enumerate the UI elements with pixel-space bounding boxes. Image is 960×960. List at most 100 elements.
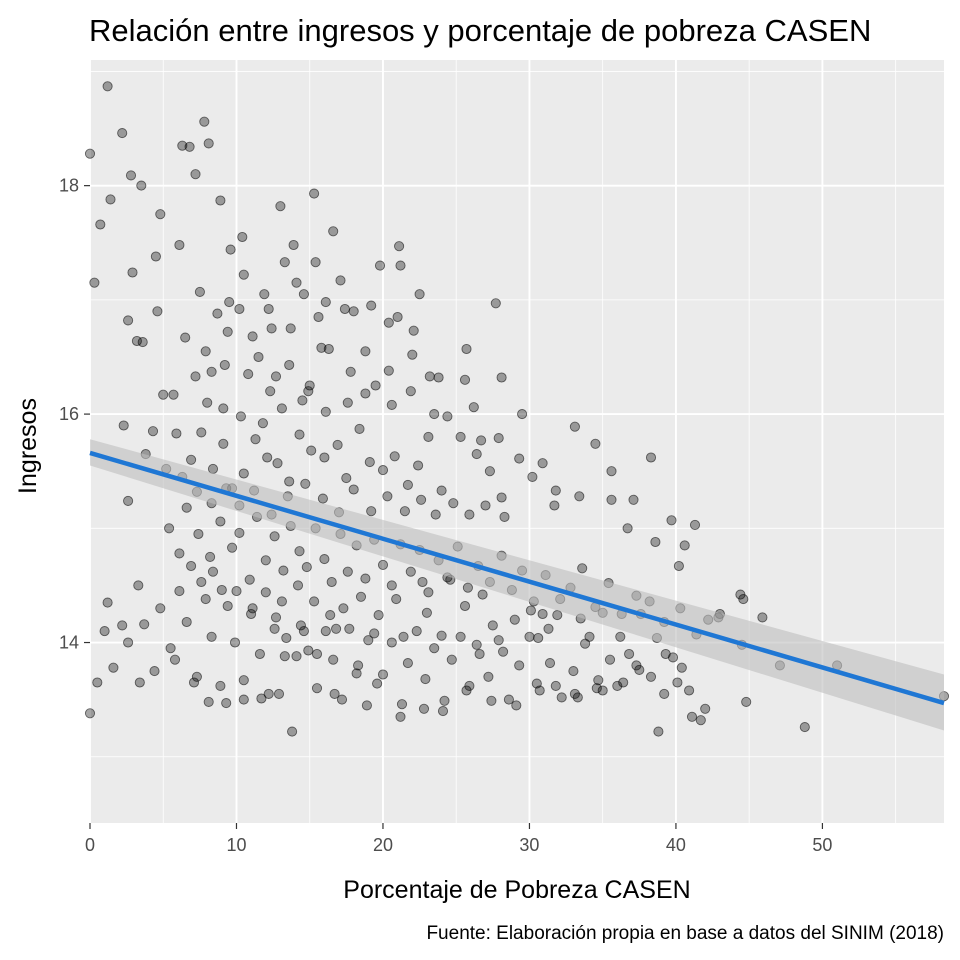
data-point [257, 418, 268, 429]
data-point [341, 473, 352, 484]
data-point [411, 626, 422, 637]
data-point [127, 267, 138, 278]
data-point [203, 696, 214, 707]
data-point [634, 664, 645, 675]
x-axis-title: Porcentaje de Pobreza CASEN [343, 876, 690, 904]
data-point [139, 619, 150, 630]
data-point [102, 81, 113, 92]
data-point [284, 476, 295, 487]
data-point [186, 454, 197, 465]
data-point [279, 257, 290, 268]
data-point [246, 608, 257, 620]
data-point [247, 331, 258, 342]
data-point [108, 662, 119, 673]
data-point [89, 277, 100, 288]
data-point [577, 563, 588, 574]
data-point [679, 540, 690, 551]
data-point [190, 169, 201, 180]
data-point [164, 523, 175, 534]
data-point [229, 637, 241, 648]
data-point [171, 428, 182, 439]
data-point [196, 427, 207, 438]
data-point [306, 445, 317, 456]
data-point [311, 648, 323, 660]
data-point [604, 654, 616, 665]
data-point [238, 269, 249, 280]
data-point [279, 651, 290, 662]
data-point [259, 289, 270, 300]
data-point [369, 628, 380, 639]
data-point [262, 452, 273, 463]
data-point [250, 434, 261, 445]
data-point [446, 654, 457, 665]
data-point [622, 523, 633, 534]
data-point [203, 138, 214, 149]
data-point [331, 623, 342, 634]
data-point [332, 439, 343, 450]
data-point [370, 380, 381, 391]
data-point [256, 693, 267, 704]
chart-caption: Fuente: Elaboración propia en base a dat… [426, 923, 944, 944]
data-point [666, 515, 677, 526]
data-point [468, 402, 479, 413]
data-point [448, 498, 459, 509]
data-point [219, 359, 230, 371]
data-point [320, 626, 331, 637]
data-point [301, 562, 312, 573]
data-point [757, 612, 768, 623]
data-point [552, 610, 563, 621]
data-point [436, 485, 447, 496]
data-point [150, 251, 161, 262]
data-point [537, 458, 548, 469]
data-point [414, 289, 425, 300]
data-point [550, 680, 561, 691]
data-point [313, 311, 324, 323]
data-point [398, 631, 409, 642]
data-point [593, 675, 604, 686]
data-point [509, 614, 520, 625]
data-point [348, 306, 359, 317]
data-point [405, 386, 416, 397]
data-point [606, 494, 617, 505]
data-point [309, 188, 320, 199]
data-point [544, 658, 556, 669]
data-point [700, 703, 711, 714]
data-point [377, 669, 389, 680]
data-point [496, 492, 507, 503]
data-point [276, 596, 287, 607]
data-point [351, 668, 362, 679]
data-point [269, 531, 280, 542]
data-point [288, 239, 299, 251]
data-point [319, 554, 330, 565]
data-point [676, 662, 687, 673]
data-point [295, 620, 306, 631]
data-point [238, 675, 249, 686]
data-point [218, 438, 229, 449]
data-point [413, 460, 424, 471]
data-point [408, 325, 419, 336]
data-point [168, 389, 179, 400]
data-point [285, 323, 296, 334]
data-point [372, 678, 383, 689]
data-point [199, 116, 210, 127]
data-point [590, 438, 601, 449]
data-point [303, 645, 314, 656]
data-point [423, 431, 434, 442]
data-point [386, 637, 397, 648]
data-point [366, 300, 377, 311]
data-point [659, 688, 670, 699]
data-point [361, 700, 372, 711]
data-point [524, 631, 535, 642]
data-point [184, 141, 195, 152]
data-point [399, 506, 410, 517]
data-point [342, 397, 353, 408]
data-point [155, 209, 166, 220]
x-tick-label: 40 [666, 835, 686, 855]
data-point [429, 409, 440, 420]
data-point [499, 511, 510, 522]
data-point [165, 643, 176, 654]
data-point [584, 631, 595, 642]
data-point [394, 241, 405, 252]
data-point [275, 201, 286, 212]
data-point [328, 226, 339, 237]
